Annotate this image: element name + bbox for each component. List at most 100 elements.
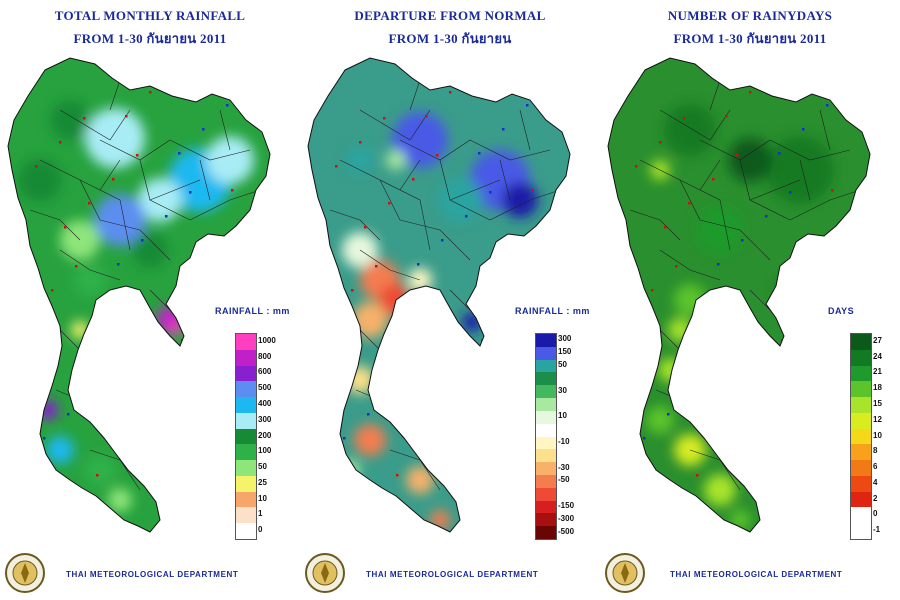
station-marker — [786, 424, 789, 427]
station-marker — [802, 128, 805, 131]
station-marker — [712, 178, 715, 181]
station-marker — [531, 189, 534, 192]
province-boundary — [29, 209, 81, 241]
station-marker — [704, 326, 707, 329]
station-marker — [425, 115, 428, 118]
station-marker — [43, 437, 46, 440]
province-boundary — [399, 219, 471, 261]
legend-label: 1000 — [258, 335, 276, 345]
station-marker — [773, 487, 776, 490]
contour-region — [502, 182, 538, 218]
legend-swatch — [236, 397, 256, 413]
legend-label: 15 — [873, 398, 882, 408]
station-marker — [372, 498, 375, 501]
color-legend — [535, 333, 557, 540]
legend-label: -300 — [558, 513, 575, 523]
station-marker — [364, 226, 367, 229]
contour-region — [438, 178, 482, 222]
legend-swatch — [851, 334, 871, 350]
legend-swatch — [236, 444, 256, 461]
station-marker — [96, 474, 99, 477]
station-marker — [178, 152, 181, 155]
station-marker — [104, 326, 107, 329]
station-marker — [778, 152, 781, 155]
province-boundary — [449, 289, 471, 311]
station-marker — [141, 239, 144, 242]
province-boundary — [99, 219, 171, 261]
province-boundary — [359, 109, 431, 141]
legend-swatch — [851, 381, 871, 398]
station-marker — [449, 91, 452, 94]
station-marker — [88, 202, 91, 205]
station-marker — [510, 400, 513, 403]
station-marker — [733, 387, 736, 390]
legend-swatch — [536, 346, 556, 360]
legend-label: 10 — [258, 493, 267, 503]
legend-unit-label: RAINFALL : mm — [215, 306, 290, 316]
station-marker — [643, 437, 646, 440]
legend-label: 18 — [873, 383, 882, 393]
station-marker — [630, 80, 633, 83]
station-marker — [842, 228, 845, 231]
station-marker — [526, 104, 529, 107]
panel-subtitle: FROM 1-30 กันยายน — [388, 31, 512, 46]
station-marker — [834, 376, 837, 379]
station-marker — [59, 141, 62, 144]
province-boundary — [709, 79, 721, 111]
station-marker — [473, 487, 476, 490]
station-marker — [765, 215, 768, 218]
contour-region — [766, 136, 834, 204]
station-marker — [667, 413, 670, 416]
station-marker — [383, 117, 386, 120]
station-marker — [457, 363, 460, 366]
station-marker — [125, 115, 128, 118]
legend-label: -30 — [558, 462, 570, 472]
province-boundary — [499, 159, 511, 201]
legend-swatch — [851, 428, 871, 445]
station-marker — [64, 226, 67, 229]
province-boundary — [219, 109, 231, 151]
legend-swatch — [236, 365, 256, 382]
panel-title: DEPARTURE FROM NORMAL — [354, 8, 546, 23]
legend-swatch — [851, 460, 871, 476]
legend-label: 300 — [258, 414, 272, 424]
province-boundary — [109, 79, 121, 111]
legend-swatch — [236, 349, 256, 366]
station-marker — [794, 276, 797, 279]
station-marker — [810, 400, 813, 403]
province-boundary — [399, 159, 421, 191]
station-marker — [757, 363, 760, 366]
station-marker — [635, 165, 638, 168]
station-marker — [839, 461, 842, 464]
province-boundary — [799, 159, 811, 201]
station-marker — [465, 215, 468, 218]
contour-region — [346, 146, 374, 174]
legend-swatch — [236, 523, 256, 539]
legend-swatch — [851, 444, 871, 461]
station-marker — [412, 178, 415, 181]
province-boundary — [359, 329, 381, 351]
legend-swatch — [236, 507, 256, 524]
station-marker — [680, 350, 683, 353]
station-marker — [72, 498, 75, 501]
legend-label: 400 — [258, 398, 272, 408]
contour-region — [18, 158, 62, 202]
legend-swatch — [536, 423, 556, 437]
legend-label: 4 — [873, 477, 878, 487]
legend-label: 0 — [873, 509, 878, 519]
province-boundary — [149, 179, 201, 201]
province-boundary — [789, 189, 861, 221]
station-marker — [736, 154, 739, 157]
color-legend — [850, 333, 872, 540]
legend-label: 30 — [558, 385, 567, 395]
legend-swatch — [851, 475, 871, 492]
station-marker — [380, 350, 383, 353]
legend-label: 6 — [873, 462, 878, 472]
station-marker — [136, 154, 139, 157]
province-boundary — [679, 179, 731, 251]
legend-swatch — [236, 412, 256, 429]
departure-map — [307, 57, 571, 533]
province-boundary — [659, 329, 681, 351]
legend-label: 0 — [258, 525, 263, 535]
contour-region — [354, 424, 386, 456]
